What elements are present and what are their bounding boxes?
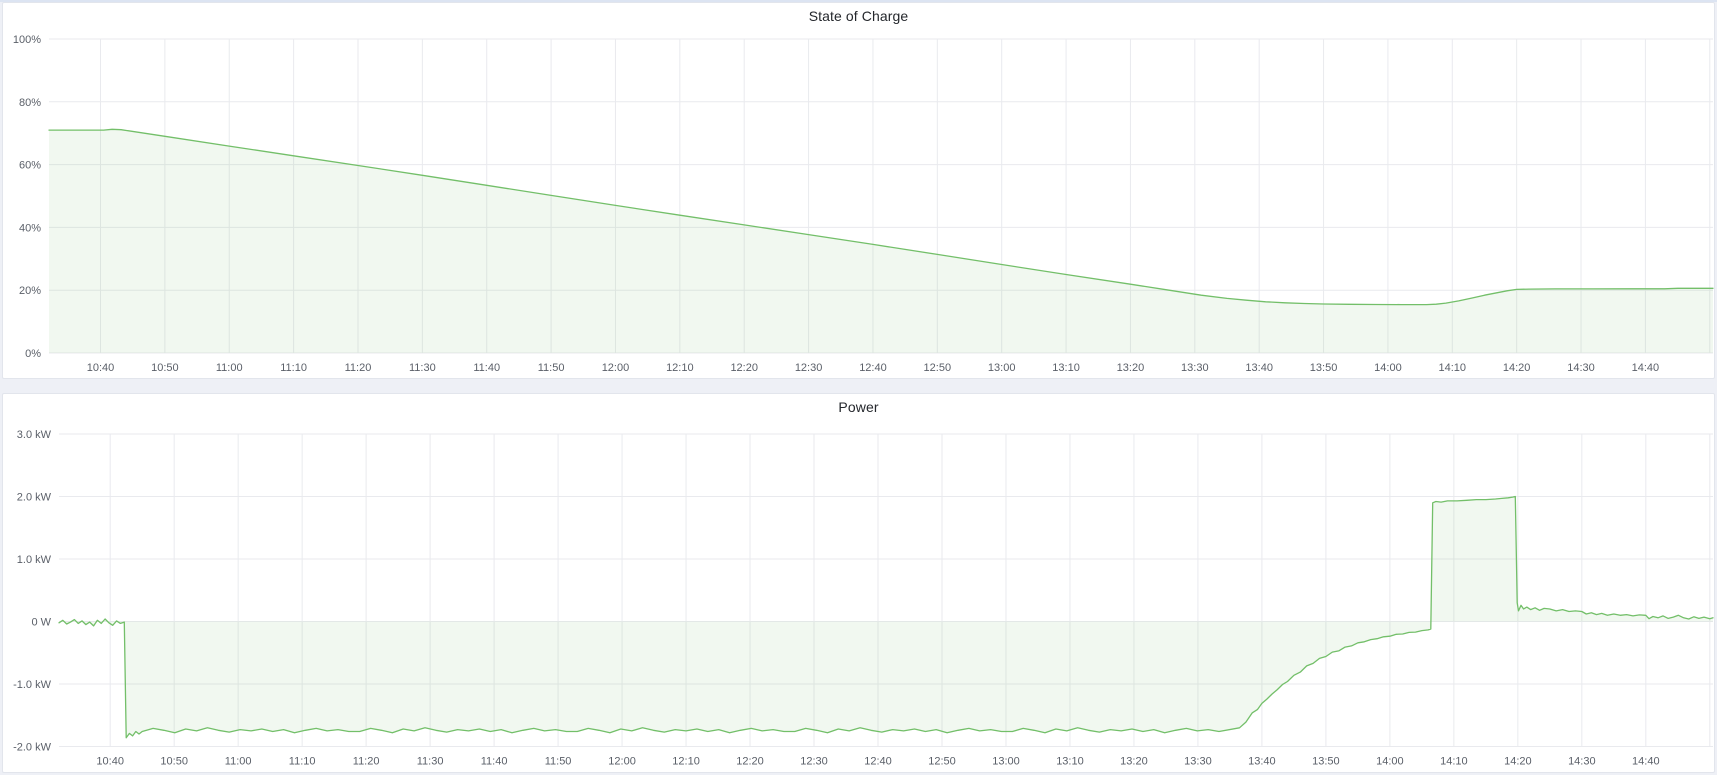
svg-text:11:30: 11:30	[417, 756, 444, 768]
svg-text:11:50: 11:50	[538, 362, 565, 374]
svg-text:10:40: 10:40	[96, 756, 124, 768]
svg-text:13:40: 13:40	[1245, 362, 1273, 374]
svg-text:-2.0 kW: -2.0 kW	[13, 742, 52, 754]
svg-text:12:40: 12:40	[859, 362, 887, 374]
svg-text:40%: 40%	[19, 222, 41, 234]
svg-text:11:00: 11:00	[225, 756, 252, 768]
svg-text:12:10: 12:10	[666, 362, 694, 374]
svg-text:12:00: 12:00	[602, 362, 630, 374]
panel-title-power: Power	[838, 399, 879, 415]
svg-text:14:40: 14:40	[1632, 362, 1660, 374]
svg-text:1.0 kW: 1.0 kW	[17, 554, 52, 566]
svg-text:11:10: 11:10	[289, 756, 316, 768]
svg-text:14:30: 14:30	[1567, 362, 1595, 374]
svg-text:12:20: 12:20	[730, 362, 758, 374]
svg-text:11:40: 11:40	[481, 756, 508, 768]
panel-power: Power -2.0 kW -1.0 kW 0 W 1.0 kW 2.0 kW 3.0 k…	[2, 393, 1715, 773]
svg-text:13:10: 13:10	[1052, 362, 1080, 374]
svg-text:13:20: 13:20	[1117, 362, 1145, 374]
svg-text:14:10: 14:10	[1439, 362, 1467, 374]
svg-text:14:20: 14:20	[1504, 756, 1532, 768]
svg-text:11:50: 11:50	[545, 756, 572, 768]
svg-text:60%: 60%	[19, 160, 41, 172]
svg-text:80%: 80%	[19, 97, 41, 109]
svg-text:11:20: 11:20	[353, 756, 380, 768]
svg-text:13:10: 13:10	[1056, 756, 1084, 768]
svg-text:11:10: 11:10	[280, 362, 307, 374]
svg-text:11:20: 11:20	[345, 362, 372, 374]
svg-text:14:40: 14:40	[1632, 756, 1660, 768]
panel-state-of-charge: State of Charge 0% 20% 40% 60% 80% 100% 10:40 1…	[2, 2, 1715, 379]
svg-text:0 W: 0 W	[31, 617, 51, 629]
svg-text:0%: 0%	[25, 348, 41, 360]
svg-text:13:30: 13:30	[1181, 362, 1209, 374]
svg-text:14:10: 14:10	[1440, 756, 1468, 768]
svg-text:13:50: 13:50	[1312, 756, 1340, 768]
svg-text:13:00: 13:00	[992, 756, 1020, 768]
svg-text:12:20: 12:20	[736, 756, 764, 768]
svg-text:13:30: 13:30	[1184, 756, 1212, 768]
svg-text:100%: 100%	[13, 34, 41, 46]
svg-text:12:00: 12:00	[608, 756, 636, 768]
svg-text:10:50: 10:50	[151, 362, 179, 374]
panel-title-state-of-charge: State of Charge	[808, 8, 909, 24]
svg-text:10:50: 10:50	[160, 756, 188, 768]
svg-text:11:30: 11:30	[409, 362, 436, 374]
svg-text:12:30: 12:30	[795, 362, 823, 374]
svg-text:20%: 20%	[19, 285, 41, 297]
power-chart[interactable]: -2.0 kW -1.0 kW 0 W 1.0 kW 2.0 kW 3.0 kW 10:40…	[3, 394, 1714, 772]
svg-text:-1.0 kW: -1.0 kW	[13, 679, 52, 691]
svg-text:14:30: 14:30	[1568, 756, 1596, 768]
svg-text:13:00: 13:00	[988, 362, 1016, 374]
svg-text:12:10: 12:10	[672, 756, 700, 768]
panel-header-power[interactable]: Power	[3, 394, 1714, 420]
panel-header-state-of-charge[interactable]: State of Charge	[3, 3, 1714, 29]
svg-text:11:00: 11:00	[216, 362, 243, 374]
svg-text:12:40: 12:40	[864, 756, 892, 768]
svg-text:14:20: 14:20	[1503, 362, 1531, 374]
svg-text:13:40: 13:40	[1248, 756, 1276, 768]
svg-text:14:00: 14:00	[1376, 756, 1404, 768]
svg-text:12:50: 12:50	[928, 756, 956, 768]
state-of-charge-chart[interactable]: 0% 20% 40% 60% 80% 100% 10:40 10:50 11:00 11:10 11…	[3, 3, 1714, 378]
svg-text:12:30: 12:30	[800, 756, 828, 768]
svg-text:12:50: 12:50	[924, 362, 952, 374]
svg-text:3.0 kW: 3.0 kW	[17, 429, 52, 441]
page-top-edge	[0, 0, 1717, 2]
svg-text:11:40: 11:40	[473, 362, 500, 374]
svg-text:14:00: 14:00	[1374, 362, 1402, 374]
svg-text:13:50: 13:50	[1310, 362, 1338, 374]
svg-text:13:20: 13:20	[1120, 756, 1148, 768]
svg-text:10:40: 10:40	[87, 362, 115, 374]
svg-text:2.0 kW: 2.0 kW	[17, 492, 52, 504]
